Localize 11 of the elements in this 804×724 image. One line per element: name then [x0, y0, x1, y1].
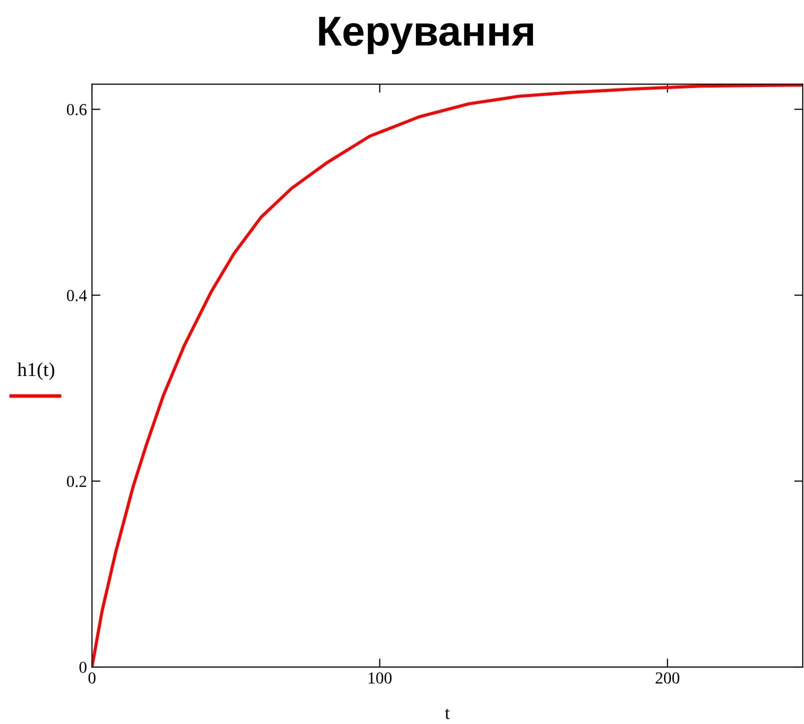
text: h1(t) — [17, 362, 54, 380]
y-tick-label: 0.2 — [66, 476, 86, 488]
y-tick-label: 0.6 — [66, 104, 87, 116]
x-tick-label: 0 — [88, 672, 96, 684]
x-axis-title: t — [445, 708, 450, 720]
y-tick-label: 0 — [79, 662, 86, 673]
x-tick-label: 200 — [656, 672, 680, 684]
line-series — [92, 84, 803, 668]
x-tick-label: 100 — [368, 672, 392, 684]
chart-title: Керування — [319, 16, 533, 54]
y-tick-label: 0.4 — [66, 290, 87, 302]
